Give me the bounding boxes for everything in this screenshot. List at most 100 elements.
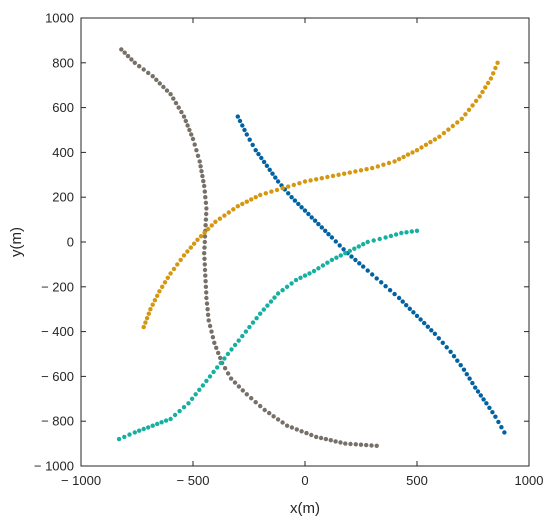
- data-point: [129, 57, 134, 62]
- data-point: [410, 150, 415, 155]
- data-point: [148, 307, 153, 312]
- data-point: [250, 142, 255, 148]
- data-point: [330, 173, 336, 179]
- data-point: [409, 229, 414, 234]
- data-point: [213, 219, 218, 224]
- data-point: [203, 284, 209, 289]
- data-point: [160, 284, 165, 289]
- data-point: [293, 277, 299, 283]
- data-point: [209, 329, 214, 334]
- data-point: [336, 172, 341, 177]
- data-point: [364, 167, 369, 172]
- data-point: [172, 412, 178, 418]
- data-point: [235, 204, 240, 209]
- series-3: [141, 60, 500, 330]
- data-point: [455, 358, 460, 363]
- data-point: [495, 60, 500, 65]
- data-point: [274, 187, 280, 193]
- data-point: [261, 307, 266, 312]
- data-point: [181, 114, 187, 119]
- data-point: [207, 323, 213, 329]
- data-point: [319, 176, 324, 181]
- data-point: [178, 257, 183, 263]
- data-point: [436, 336, 441, 341]
- data-point: [181, 405, 187, 410]
- data-point: [268, 299, 274, 304]
- data-point: [284, 284, 290, 289]
- data-point: [267, 410, 272, 416]
- data-point: [289, 281, 294, 286]
- data-point: [338, 440, 343, 445]
- x-tick-label: 500: [406, 473, 428, 488]
- data-point: [361, 264, 366, 269]
- data-point: [459, 116, 464, 122]
- data-point: [203, 273, 208, 278]
- data-point: [204, 301, 210, 306]
- data-point: [211, 369, 216, 375]
- data-point: [185, 123, 190, 128]
- data-point: [127, 432, 132, 437]
- data-point: [176, 105, 181, 110]
- data-point: [365, 268, 370, 273]
- data-point: [199, 169, 204, 174]
- data-point: [480, 89, 485, 95]
- data-point: [280, 288, 285, 293]
- data-point: [168, 92, 173, 97]
- data-point: [267, 167, 272, 172]
- data-point: [171, 96, 176, 101]
- data-point: [247, 137, 252, 142]
- y-tick-label: 800: [52, 55, 74, 70]
- data-point: [215, 365, 220, 370]
- data-point: [122, 434, 127, 440]
- data-point: [296, 201, 301, 207]
- data-point: [168, 271, 173, 276]
- data-point: [242, 127, 247, 133]
- data-point: [228, 376, 234, 381]
- data-point: [461, 367, 467, 372]
- data-point: [244, 392, 249, 397]
- data-point: [275, 417, 281, 422]
- data-point: [225, 371, 231, 376]
- data-point: [202, 234, 208, 239]
- data-point: [441, 130, 447, 136]
- data-point: [353, 169, 358, 174]
- x-tick-label: 0: [301, 473, 308, 488]
- data-point: [204, 290, 209, 295]
- data-point: [308, 178, 313, 183]
- data-point: [202, 189, 207, 194]
- data-point: [502, 430, 507, 435]
- data-point: [236, 384, 242, 389]
- data-point: [314, 434, 319, 440]
- data-point: [432, 137, 438, 142]
- data-point: [437, 134, 442, 139]
- y-tick-label: 400: [52, 145, 74, 160]
- data-point: [209, 223, 214, 228]
- data-point: [379, 280, 384, 285]
- data-point: [401, 154, 406, 160]
- data-point: [202, 256, 207, 261]
- data-point: [206, 318, 211, 323]
- data-point: [119, 47, 124, 52]
- data-point: [329, 257, 335, 263]
- data-point: [202, 183, 207, 189]
- data-point: [177, 408, 182, 414]
- data-point: [205, 307, 210, 312]
- data-point: [334, 255, 339, 260]
- data-point: [141, 67, 146, 72]
- y-tick-label: 0: [67, 235, 74, 250]
- data-point: [203, 195, 208, 200]
- data-point: [186, 401, 191, 406]
- data-point: [377, 236, 382, 242]
- data-point: [463, 112, 468, 117]
- data-point: [289, 425, 295, 430]
- data-point: [423, 142, 429, 147]
- data-point: [485, 80, 491, 86]
- data-point: [404, 303, 409, 308]
- data-point: [203, 217, 209, 222]
- data-point: [320, 263, 326, 268]
- data-point: [202, 267, 208, 273]
- data-point: [353, 257, 358, 263]
- data-point: [487, 405, 492, 410]
- data-point: [201, 178, 206, 184]
- data-point: [444, 345, 449, 350]
